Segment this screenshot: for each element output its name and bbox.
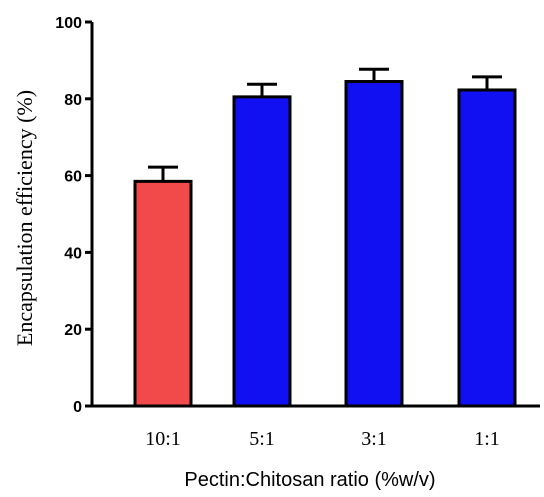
y-tick-label-20: 20	[64, 322, 82, 339]
y-tick-label-60: 60	[64, 169, 82, 186]
error-bars-layer	[148, 67, 502, 182]
y-tick-label-80: 80	[64, 92, 82, 109]
x-tick-label-1: 10:1	[145, 428, 181, 450]
text-layer: Encapsulation efficiency (%) Pectin:Chit…	[12, 15, 500, 491]
y-tick-label-40: 40	[64, 245, 82, 262]
y-axis-label: Encapsulation efficiency (%)	[12, 90, 37, 346]
bar-4	[457, 88, 517, 408]
bar-3	[344, 80, 404, 408]
x-tick-label-3: 3:1	[361, 428, 387, 450]
bars-layer	[133, 80, 517, 408]
bar-2	[232, 95, 292, 408]
y-tick-label-100: 100	[55, 15, 82, 32]
x-axis-label: Pectin:Chitosan ratio (%w/v)	[184, 469, 435, 491]
axes-layer	[85, 20, 540, 408]
bar-1	[133, 179, 193, 408]
x-tick-label-4: 1:1	[474, 428, 500, 450]
x-tick-label-2: 5:1	[249, 428, 275, 450]
y-tick-label-0: 0	[73, 399, 82, 416]
